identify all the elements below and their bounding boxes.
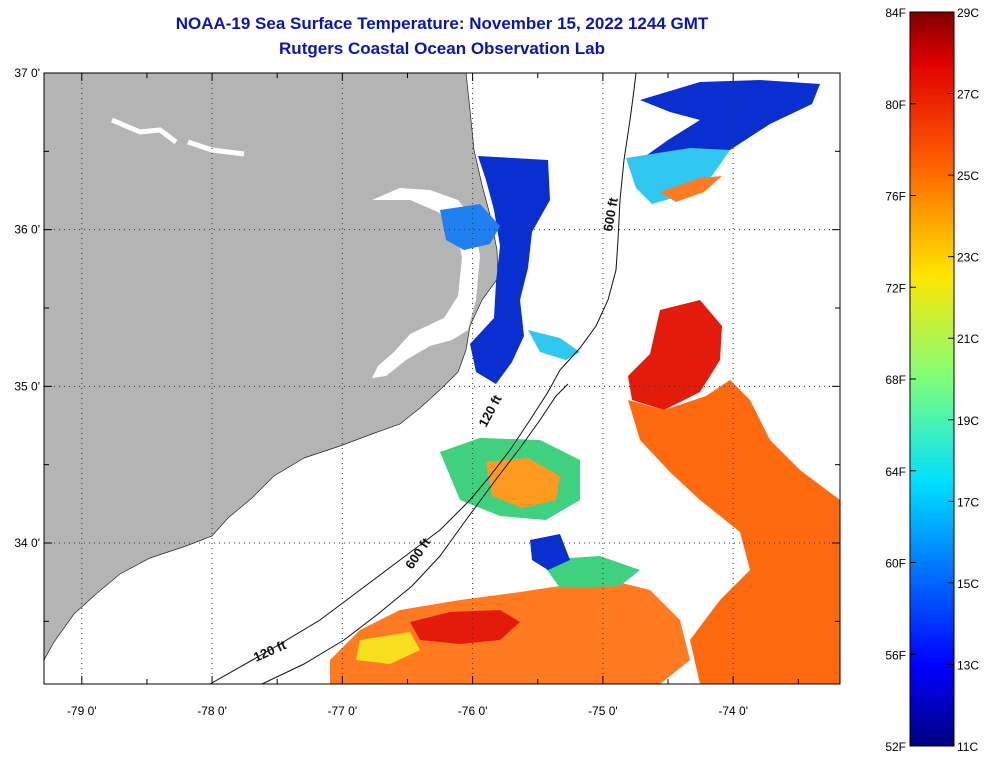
mid-shelf-warm <box>486 458 560 508</box>
south-warm-band <box>330 580 690 684</box>
map-frame <box>43 72 841 685</box>
colorbar-gradient <box>909 11 955 747</box>
isobath-label: 120 ft <box>475 392 505 430</box>
lat-tick-label: 36 0' <box>14 223 40 237</box>
colorbar-f-label: 64F <box>885 465 906 479</box>
colorbar-f-label: 76F <box>885 190 906 204</box>
colorbar-f-label: 72F <box>885 281 906 295</box>
map-grid <box>44 72 840 684</box>
colorbar-f-label: 56F <box>885 648 906 662</box>
isobath-label: 600 ft <box>402 535 434 572</box>
lon-tick-label: -75 0' <box>588 704 618 718</box>
lat-tick-label: 34 0' <box>14 536 40 550</box>
cool-water-patch <box>440 204 500 250</box>
south-red-patch <box>410 610 520 644</box>
isobath-label: 120 ft <box>251 637 289 665</box>
colorbar-c-label: 13C <box>957 658 979 672</box>
lon-tick-label: -76 0' <box>458 704 488 718</box>
map-title: NOAA-19 Sea Surface Temperature: Novembe… <box>175 14 709 33</box>
gulf-stream-core <box>628 300 722 410</box>
south-yellow-patch <box>356 632 420 664</box>
cold-shelf-water <box>470 156 550 384</box>
lon-tick-label: -78 0' <box>197 704 227 718</box>
lon-tick-label: -77 0' <box>328 704 358 718</box>
ne-warm-streak <box>660 176 722 202</box>
colorbar-c-label: 15C <box>957 577 979 591</box>
south-green-patch <box>540 556 640 588</box>
colorbar-f-label: 80F <box>885 98 906 112</box>
gulf-stream-warm <box>628 380 840 684</box>
sound-water <box>372 188 480 378</box>
shelf-green <box>528 330 580 360</box>
lon-tick-label: -74 0' <box>718 704 748 718</box>
isobath-120ft <box>209 73 637 684</box>
colorbar-c-label: 19C <box>957 414 979 428</box>
isobath-600ft <box>261 383 569 684</box>
colorbar-f-label: 60F <box>885 557 906 571</box>
lon-tick-label: -79 0' <box>67 704 97 718</box>
map-subtitle: Rutgers Coastal Ocean Observation Lab <box>279 39 605 58</box>
river-water <box>111 117 245 157</box>
land-mass <box>44 73 499 661</box>
ne-cyan-water <box>626 148 730 204</box>
lat-tick-label: 37 0' <box>14 66 40 80</box>
colorbar-f-label: 68F <box>885 373 906 387</box>
colorbar-c-label: 23C <box>957 251 979 265</box>
colorbar-f-label: 84F <box>885 6 906 20</box>
colorbar-f-label: 52F <box>885 740 906 754</box>
colorbar-c-label: 17C <box>957 495 979 509</box>
colorbar-labels: 84F 80F 76F 72F 68F 64F 60F 56F 52F 29C 27C 25C 23C 2… <box>885 6 979 754</box>
map-tick-labels: 37 0' 36 0' 35 0' 34 0' -79 0' -78 0' -77 0' -7… <box>14 66 748 718</box>
isobath-label: 600 ft <box>600 196 621 233</box>
colorbar-c-label: 11C <box>957 740 978 754</box>
colorbar-c-label: 27C <box>957 88 979 102</box>
lat-tick-label: 35 0' <box>14 379 40 393</box>
colorbar-c-label: 29C <box>957 6 979 20</box>
colorbar-c-label: 21C <box>957 332 979 346</box>
colorbar-c-label: 25C <box>957 169 979 183</box>
